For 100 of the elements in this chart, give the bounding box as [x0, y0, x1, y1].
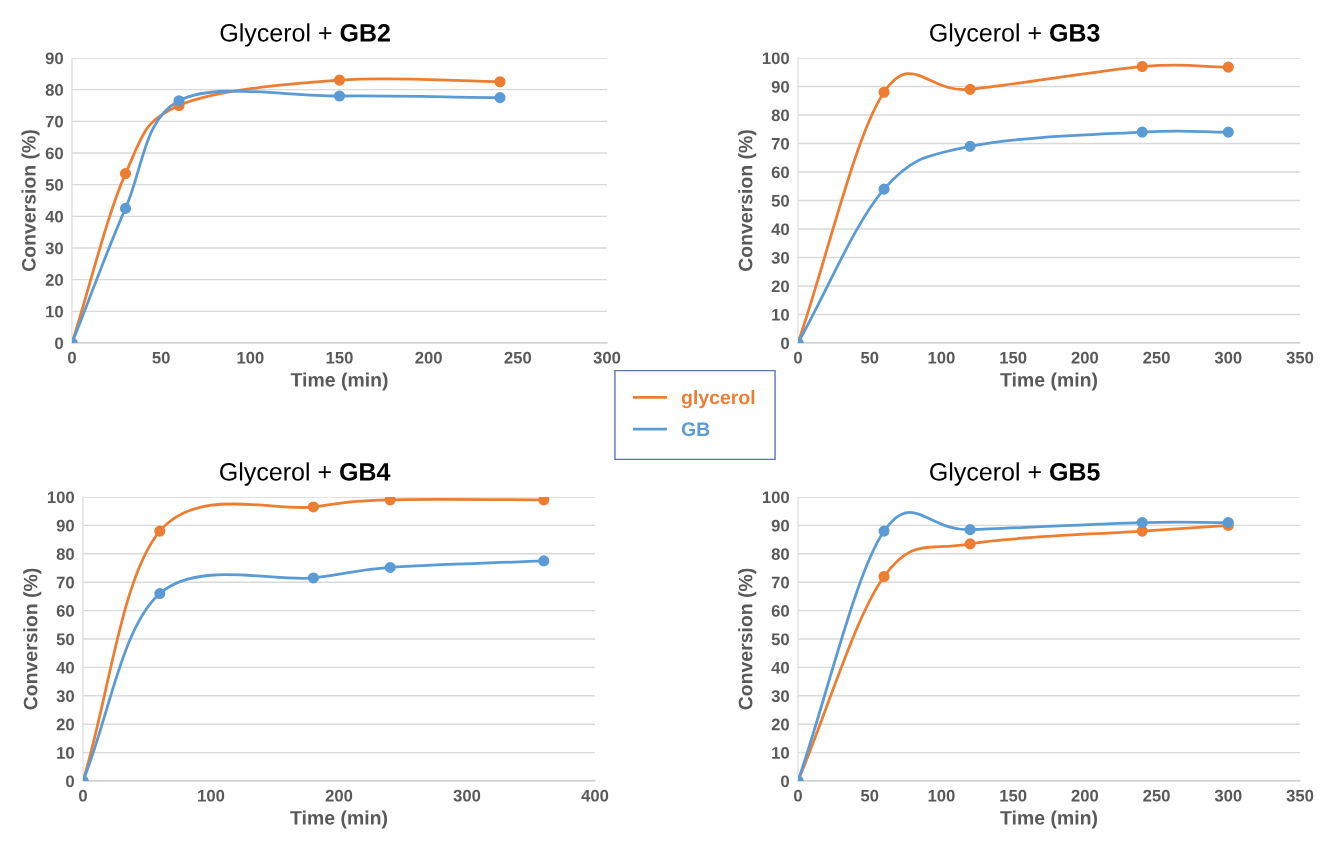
y-axis-title: Conversion (%)	[21, 130, 40, 271]
y-tick-label: 10	[46, 305, 63, 318]
point	[538, 497, 550, 506]
point	[384, 497, 396, 506]
y-tick-label: 80	[56, 548, 74, 560]
point	[154, 588, 166, 600]
y-tick-label: 30	[771, 690, 789, 703]
x-axis-title: Time (min)	[290, 810, 388, 829]
y-axis-title: Conversion (%)	[738, 130, 757, 271]
point	[333, 74, 346, 86]
point	[878, 183, 890, 195]
y-tick-label: 50	[56, 633, 74, 646]
x-tick-label: 100	[928, 789, 955, 802]
x-axis-title: Time (min)	[1000, 810, 1098, 829]
x-tick-label: 300	[1214, 789, 1242, 802]
y-tick-label: 10	[772, 747, 789, 759]
x-tick-label: 300	[453, 789, 481, 802]
legend-label: glycerol	[681, 390, 755, 409]
x-tick-label: 0	[79, 789, 87, 802]
point	[878, 570, 890, 583]
point	[964, 83, 976, 95]
y-tick-label: 20	[56, 718, 74, 731]
y-tick-label: 10	[772, 308, 789, 321]
point	[494, 76, 506, 88]
x-tick-label: 100	[237, 351, 264, 364]
y-tick-label: 50	[45, 179, 63, 191]
y-tick-label: 90	[45, 52, 63, 65]
x-axis-title: Time (min)	[1000, 372, 1098, 391]
x-tick-label: 100	[928, 351, 955, 364]
y-tick-label: 90	[771, 519, 789, 532]
point	[119, 202, 132, 214]
y-tick-label: 100	[47, 491, 74, 504]
y-axis-title: Conversion (%)	[738, 568, 757, 710]
x-tick-label: 200	[1071, 351, 1099, 364]
point	[1222, 61, 1234, 73]
chart-title: Glycerol + GB3	[930, 23, 1100, 47]
point	[964, 524, 976, 536]
point	[964, 538, 976, 550]
point	[1222, 126, 1234, 138]
y-tick-label: 40	[771, 223, 789, 236]
y-tick-label: 70	[771, 137, 789, 150]
y-tick-label: 60	[771, 605, 789, 617]
chart-title: Glycerol + GB5	[930, 462, 1100, 486]
point	[307, 501, 319, 513]
y-tick-label: 30	[771, 251, 789, 264]
point	[333, 90, 346, 102]
y-tick-label: 0	[55, 337, 63, 350]
y-tick-label: 70	[56, 576, 74, 589]
point	[1136, 126, 1148, 138]
legend-label: GB	[681, 422, 710, 437]
y-tick-label: 90	[56, 519, 74, 532]
y-tick-label: 100	[762, 52, 789, 65]
y-tick-label: 0	[781, 775, 789, 788]
chart-title: Glycerol + GB4	[220, 462, 391, 486]
y-tick-label: 80	[771, 109, 789, 122]
y-tick-label: 10	[57, 747, 74, 759]
x-tick-label: 350	[1286, 351, 1314, 364]
y-tick-label: 20	[771, 280, 789, 293]
x-tick-label: 200	[1071, 789, 1099, 802]
y-tick-label: 40	[56, 661, 74, 674]
y-tick-label: 30	[56, 690, 74, 703]
point	[538, 555, 550, 567]
y-tick-label: 20	[45, 274, 63, 286]
y-tick-label: 90	[771, 80, 789, 93]
point	[1136, 517, 1148, 529]
x-tick-label: 350	[1286, 789, 1314, 802]
point	[384, 561, 396, 573]
y-tick-label: 20	[771, 718, 789, 731]
y-tick-label: 30	[45, 242, 63, 255]
y-tick-label: 60	[45, 147, 63, 160]
y-tick-label: 80	[45, 84, 63, 96]
x-tick-label: 250	[1143, 351, 1170, 364]
point	[307, 572, 319, 584]
y-axis-title: Conversion (%)	[23, 568, 42, 710]
x-tick-label: 0	[794, 789, 802, 802]
x-tick-label: 0	[794, 351, 802, 364]
x-tick-label: 150	[1000, 789, 1027, 802]
x-tick-label: 400	[581, 789, 609, 802]
point	[1136, 60, 1148, 73]
x-tick-label: 300	[593, 351, 621, 364]
x-tick-label: 150	[326, 351, 353, 364]
y-tick-label: 100	[762, 491, 789, 504]
chart-title: Glycerol + GB2	[220, 23, 390, 47]
x-tick-label: 200	[325, 789, 353, 802]
x-tick-label: 200	[415, 351, 442, 364]
y-tick-label: 60	[56, 605, 74, 617]
y-tick-label: 50	[771, 633, 789, 646]
x-axis-title: Time (min)	[290, 372, 388, 391]
point	[119, 168, 132, 180]
y-tick-label: 50	[771, 194, 789, 207]
x-tick-label: 300	[1214, 351, 1242, 364]
x-tick-label: 250	[1143, 789, 1170, 802]
point	[878, 86, 890, 98]
point	[154, 525, 166, 537]
y-tick-label: 0	[781, 337, 789, 350]
y-tick-label: 40	[771, 661, 789, 674]
point	[878, 525, 890, 537]
x-tick-label: 100	[198, 789, 225, 802]
point	[964, 140, 976, 152]
y-tick-label: 0	[66, 775, 74, 788]
